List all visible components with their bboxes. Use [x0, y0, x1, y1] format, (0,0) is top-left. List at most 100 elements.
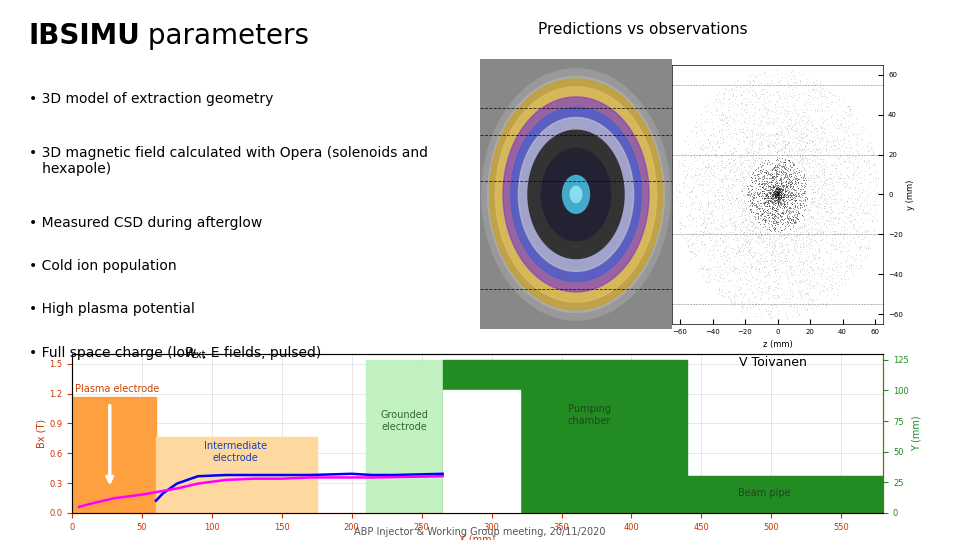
- Point: [777, 180, 792, 189]
- Point: [757, 156, 773, 165]
- Point: [714, 292, 730, 300]
- Point: [754, 216, 769, 225]
- Point: [750, 172, 765, 180]
- Point: [774, 220, 789, 228]
- Point: [766, 254, 781, 263]
- Point: [705, 187, 720, 196]
- Point: [766, 214, 781, 222]
- Point: [773, 227, 788, 236]
- Point: [835, 140, 851, 149]
- Point: [754, 90, 769, 98]
- Point: [757, 256, 773, 265]
- Point: [753, 211, 768, 219]
- Point: [771, 220, 786, 229]
- Point: [794, 153, 809, 162]
- Point: [825, 138, 840, 147]
- Point: [755, 235, 770, 244]
- Point: [840, 131, 855, 140]
- Point: [694, 257, 709, 266]
- Point: [784, 153, 800, 161]
- Point: [745, 126, 760, 134]
- Point: [741, 79, 756, 87]
- Point: [791, 146, 806, 154]
- Point: [842, 184, 857, 192]
- Point: [841, 132, 856, 141]
- Point: [808, 124, 824, 132]
- Point: [744, 201, 759, 210]
- Point: [748, 213, 763, 222]
- Point: [811, 200, 827, 208]
- Point: [792, 279, 807, 287]
- Point: [778, 187, 793, 195]
- Point: [790, 286, 805, 295]
- Point: [773, 230, 788, 239]
- Point: [726, 197, 741, 205]
- Point: [747, 170, 762, 179]
- Point: [848, 184, 863, 193]
- Point: [811, 138, 827, 146]
- Point: [808, 278, 824, 286]
- Point: [730, 194, 745, 202]
- Point: [844, 208, 859, 217]
- Point: [773, 199, 788, 208]
- Point: [803, 277, 818, 286]
- Point: [745, 262, 760, 271]
- Point: [843, 153, 858, 161]
- Point: [684, 186, 699, 194]
- Point: [684, 187, 699, 196]
- Point: [760, 281, 776, 290]
- Point: [750, 234, 765, 242]
- Point: [734, 128, 750, 137]
- Point: [732, 184, 748, 192]
- Point: [807, 147, 823, 156]
- Point: [779, 183, 794, 192]
- Bar: [72, 396, 156, 513]
- Point: [770, 195, 785, 204]
- Point: [781, 156, 797, 165]
- Point: [742, 116, 757, 124]
- Point: [796, 70, 811, 78]
- Point: [866, 185, 881, 193]
- Point: [733, 299, 749, 308]
- Point: [719, 112, 734, 121]
- Point: [765, 243, 780, 252]
- Point: [728, 95, 743, 104]
- Point: [826, 137, 841, 146]
- Point: [802, 181, 817, 190]
- Point: [728, 175, 743, 184]
- Point: [854, 188, 870, 197]
- Point: [777, 190, 792, 198]
- Point: [673, 227, 688, 236]
- Point: [749, 171, 764, 179]
- Point: [698, 224, 713, 233]
- Point: [819, 298, 834, 306]
- Point: [767, 189, 782, 198]
- Point: [703, 246, 718, 254]
- Point: [777, 81, 792, 90]
- Point: [828, 234, 843, 242]
- Point: [767, 161, 782, 170]
- Point: [704, 118, 719, 126]
- Point: [833, 151, 849, 159]
- Point: [733, 226, 749, 235]
- Point: [700, 264, 715, 273]
- Point: [729, 223, 744, 232]
- Point: [761, 261, 777, 270]
- Point: [768, 193, 783, 201]
- Point: [809, 254, 825, 263]
- Point: [767, 265, 782, 274]
- Point: [868, 209, 883, 218]
- Point: [726, 208, 741, 217]
- Point: [764, 177, 780, 186]
- Point: [761, 79, 777, 87]
- Point: [705, 145, 720, 153]
- Point: [815, 265, 830, 273]
- Point: [729, 133, 744, 142]
- Point: [727, 156, 742, 165]
- Point: [773, 110, 788, 118]
- Point: [801, 175, 816, 184]
- Point: [742, 248, 757, 256]
- Point: [815, 234, 830, 242]
- Point: [836, 201, 852, 210]
- Point: [781, 156, 797, 165]
